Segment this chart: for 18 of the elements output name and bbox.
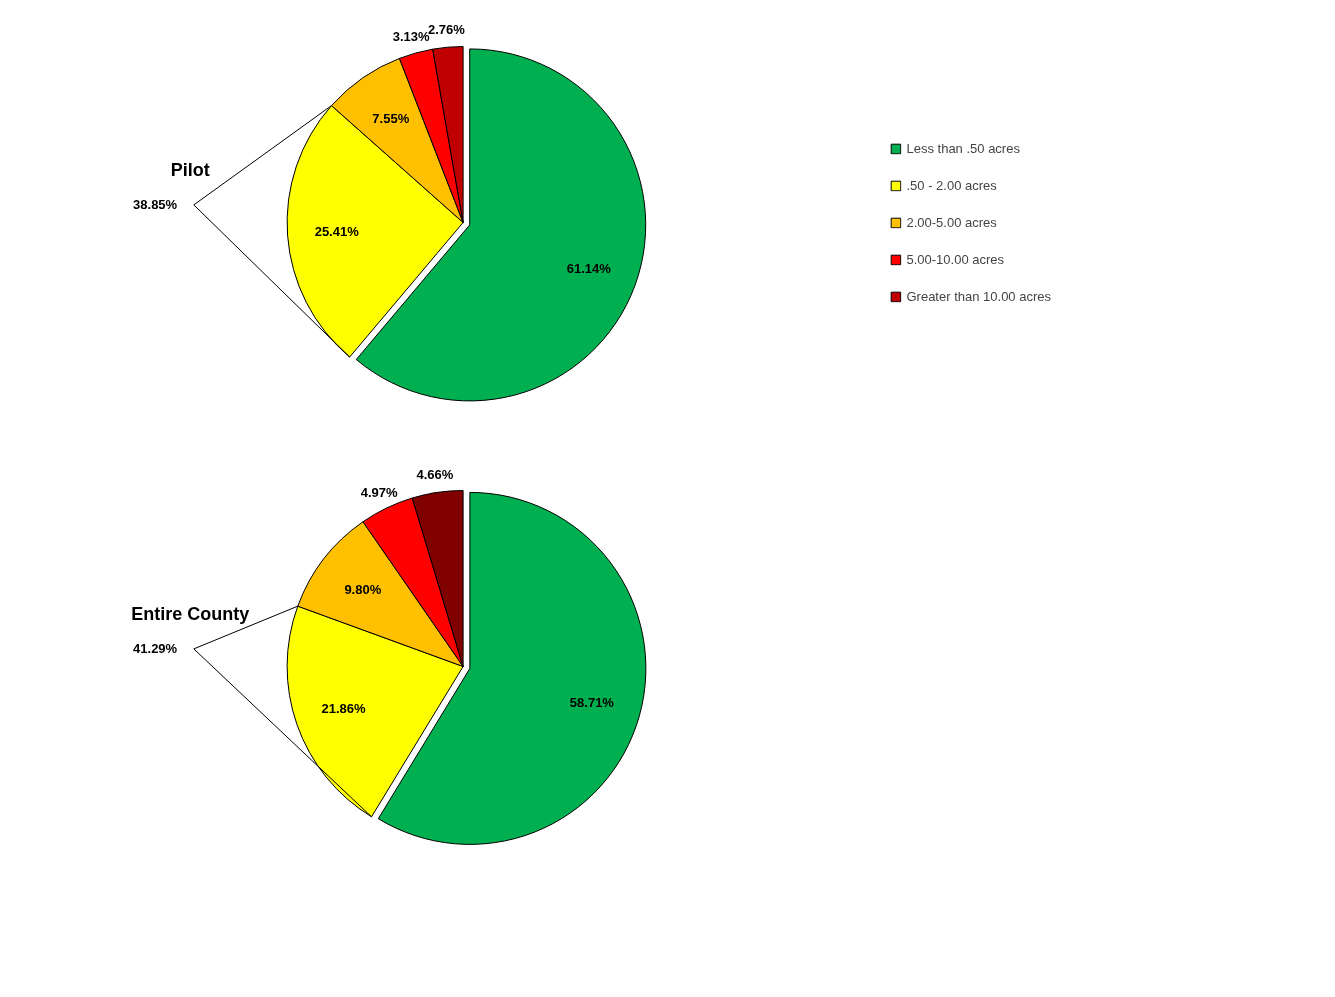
data-label: 58.71%: [569, 695, 615, 711]
data-label: 7.55%: [372, 110, 410, 126]
data-label: 61.14%: [566, 260, 612, 276]
text: 41.29%: [133, 641, 178, 657]
text: 38.85%: [133, 197, 178, 213]
legend-label: Greater than 10.00 acres: [906, 288, 1051, 304]
data-label: 21.86%: [321, 700, 366, 716]
text: Entire County: [131, 603, 250, 624]
legend-label: 5.00-10.00 acres: [906, 251, 1005, 267]
data-label: 25.41%: [314, 224, 360, 240]
text: Pilot: [170, 159, 210, 180]
legend-label: .50 - 2.00 acres: [906, 177, 997, 193]
legend-label: 2.00-5.00 acres: [906, 214, 997, 230]
data-label: 4.66%: [416, 467, 454, 483]
legend-label: Less than .50 acres: [906, 140, 1020, 156]
data-label: 4.97%: [360, 484, 398, 500]
data-label: 3.13%: [392, 28, 430, 44]
data-label: 9.80%: [344, 581, 382, 597]
